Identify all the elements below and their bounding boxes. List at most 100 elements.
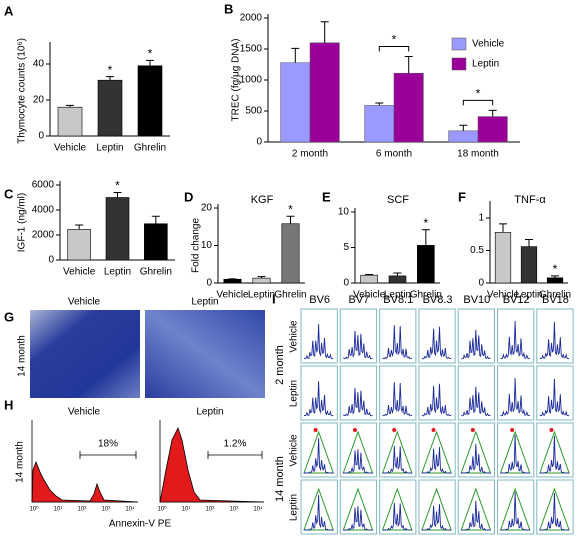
spectratype (304, 438, 334, 474)
panel-letter: C (4, 186, 14, 201)
marker (470, 428, 475, 432)
error-bar (393, 272, 402, 276)
bar (281, 223, 300, 284)
y-tick-label: 5 (343, 242, 349, 253)
panel-letter: D (184, 189, 193, 204)
panel-letter: E (322, 189, 331, 204)
error-bar (106, 76, 114, 81)
error-bar (75, 224, 84, 230)
bar (360, 274, 378, 284)
gaussian-fit (499, 487, 531, 531)
y-tick-label: 0 (478, 278, 484, 289)
image-title: Leptin (191, 297, 218, 308)
gaussian-fit (460, 430, 492, 474)
spectratype (461, 386, 491, 417)
spectratype (500, 377, 530, 417)
y-tick-label: 40 (33, 59, 45, 70)
x-tick-label: Ghrelin (274, 290, 306, 301)
spectratype (303, 324, 334, 360)
error-bar (488, 109, 497, 117)
spectratype (539, 321, 570, 360)
column-header: BV6 (309, 294, 330, 306)
y-axis-label: Fold change (191, 218, 202, 273)
x-axis-label: Annexin-V PE (109, 519, 172, 530)
legend-label: Leptin (472, 59, 499, 70)
spectratype (539, 492, 570, 531)
column-header: BV8.3 (423, 294, 453, 306)
bar (546, 277, 564, 284)
gaussian-fit (499, 430, 531, 474)
bar (97, 79, 123, 137)
significance-star: * (423, 216, 428, 230)
x-tick-label: 10⁴ (125, 506, 135, 513)
plot-title: Leptin (196, 407, 223, 418)
cell (418, 308, 456, 364)
gaussian-fit (539, 430, 570, 474)
x-tick-label: 10² (206, 507, 215, 513)
bar (144, 223, 168, 261)
x-tick-label: 6 month (376, 149, 412, 160)
bar (494, 232, 512, 284)
spectratype (343, 387, 373, 417)
spectratype (382, 502, 412, 531)
y-axis-label: TREC (fg/µg DNA) (231, 39, 242, 122)
bar (57, 106, 83, 137)
legend-label: Vehicle (472, 39, 505, 50)
x-tick-label: 10³ (230, 507, 239, 513)
x-tick-label: 18 month (457, 149, 499, 160)
x-tick-label: Ghrelin (539, 290, 571, 301)
gaussian-fit (460, 487, 492, 531)
y-tick-label: 20 (201, 203, 213, 214)
marker (431, 428, 436, 432)
gaussian-fit (539, 487, 570, 531)
column-header: BV10 (463, 294, 490, 306)
bar (137, 65, 163, 137)
bar (417, 245, 435, 284)
gaussian-fit (381, 430, 413, 474)
panel-letter: I (272, 291, 276, 306)
panel-letter: H (4, 397, 13, 412)
error-bar (375, 102, 384, 106)
significance-star: * (392, 33, 397, 47)
error-bar (365, 273, 374, 276)
x-tick-label: Vehicle (487, 290, 520, 301)
y-tick-label: 500 (245, 106, 262, 117)
y-tick-label: 0 (256, 137, 262, 148)
error-bar (525, 238, 533, 247)
error-bar (151, 215, 160, 224)
x-tick-label: Vehicle (216, 290, 249, 301)
panel-letter: B (224, 1, 233, 16)
gaussian-fit (342, 487, 374, 531)
row-label: Vehicle (289, 434, 300, 467)
y-tick-label: 10 (338, 207, 350, 218)
panel-letter: A (4, 3, 14, 18)
y-tick-label: 2000 (240, 13, 263, 24)
spectratype (382, 325, 413, 360)
x-tick-label: 10⁰ (157, 506, 167, 513)
column-header: BV8.1 (383, 294, 413, 306)
significance-star: * (288, 202, 293, 216)
column-header: BV12 (503, 294, 530, 306)
y-axis-label: IGF-1 (ng/ml) (17, 193, 28, 252)
gaussian-fit (421, 487, 452, 531)
bar (364, 105, 395, 143)
column-header: BV18 (542, 294, 569, 306)
gaussian-fit (381, 487, 413, 531)
chart-title: KGF (251, 194, 274, 206)
x-tick-label: 10⁴ (253, 506, 263, 513)
y-tick-label: 10 (201, 240, 213, 251)
y-tick-label: 1000 (240, 75, 263, 86)
error-bar (286, 215, 295, 224)
bar (388, 275, 407, 284)
y-tick-label: 0 (206, 278, 212, 289)
spectratype (421, 447, 452, 474)
age-label: 2 month (274, 345, 286, 385)
spectratype (461, 443, 491, 474)
spectratype (539, 378, 570, 417)
spectratype (539, 435, 570, 474)
spectratype (500, 434, 530, 474)
x-tick-label: Ghrelin (134, 143, 166, 154)
